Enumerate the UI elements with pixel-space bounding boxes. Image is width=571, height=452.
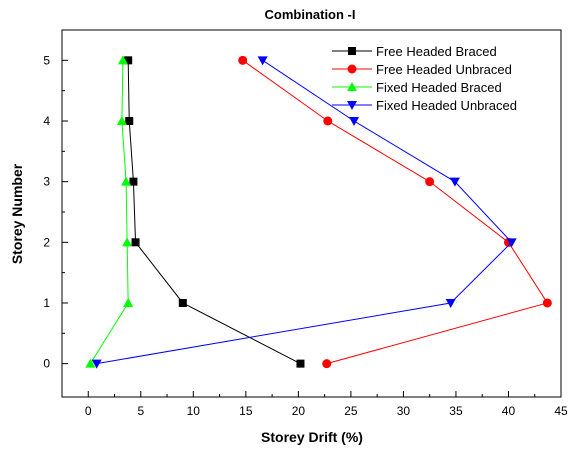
series-line-2 [89, 60, 129, 364]
y-tick-label-1: 1 [43, 296, 50, 310]
y-tick-label-2: 2 [43, 235, 50, 249]
series-3-point-3 [449, 177, 460, 187]
legend-marker-2 [347, 82, 357, 91]
series-1-point-0 [322, 359, 332, 369]
x-tick-label-5: 25 [344, 404, 358, 418]
plot-frame [61, 29, 562, 398]
series-2 [85, 55, 134, 368]
legend-item-0: Free Headed Braced [332, 44, 497, 59]
series-0-point-3 [129, 177, 138, 186]
series-2-point-0 [85, 358, 96, 368]
chart-title: Combination -I [265, 7, 356, 22]
y-tick-label-3: 3 [43, 175, 50, 189]
x-tick-label-9: 45 [554, 404, 568, 418]
x-axis: 0 5 10 15 20 25 30 35 40 45 [61, 391, 568, 418]
legend-item-3: Fixed Headed Unbraced [332, 98, 517, 113]
legend-label-1: Free Headed Unbraced [376, 62, 512, 77]
legend-label-0: Free Headed Braced [376, 44, 497, 59]
series-2-point-1 [123, 297, 134, 307]
series-0-point-1 [178, 298, 187, 307]
series-0-point-0 [296, 359, 305, 368]
legend-item-1: Free Headed Unbraced [332, 62, 512, 77]
x-tick-label-8: 40 [502, 404, 516, 418]
x-axis-label: Storey Drift (%) [261, 429, 363, 445]
series-2-point-3 [121, 176, 132, 186]
series-2-point-2 [122, 237, 133, 247]
series-line-3 [96, 59, 513, 365]
series-1-point-3 [425, 177, 435, 187]
legend-marker-0 [348, 47, 356, 55]
x-tick-label-7: 35 [449, 404, 463, 418]
series-3-point-5 [257, 56, 268, 66]
series-2-point-5 [117, 55, 128, 65]
series-3 [91, 56, 517, 369]
x-tick-label-3: 15 [239, 404, 253, 418]
series-1 [238, 55, 552, 369]
y-axis: 0 1 2 3 4 5 [43, 29, 68, 371]
series-1-point-1 [542, 298, 552, 308]
y-tick-label-5: 5 [43, 53, 50, 67]
legend-marker-1 [347, 64, 357, 74]
series-0 [124, 56, 305, 368]
series-3-point-2 [506, 238, 517, 248]
series-3-point-1 [445, 298, 456, 308]
legend-label-3: Fixed Headed Unbraced [376, 98, 517, 113]
series-0-point-2 [131, 238, 140, 247]
series-3-point-0 [91, 359, 102, 369]
series-line-1 [242, 59, 549, 365]
x-tick-label-1: 5 [137, 404, 144, 418]
series-0-point-4 [125, 116, 134, 125]
x-tick-label-2: 10 [187, 404, 201, 418]
series-2-point-4 [116, 115, 127, 125]
y-tick-label-0: 0 [43, 357, 50, 371]
series-3-point-4 [349, 116, 360, 126]
series-group [85, 55, 552, 369]
legend-marker-3 [347, 101, 357, 110]
x-tick-label-4: 20 [292, 404, 306, 418]
legend-item-2: Fixed Headed Braced [332, 80, 502, 95]
x-tick-label-0: 0 [85, 404, 92, 418]
series-line-0 [127, 60, 301, 365]
legend-label-2: Fixed Headed Braced [376, 80, 502, 95]
series-0-point-5 [124, 56, 133, 65]
series-1-point-5 [238, 55, 248, 65]
x-tick-label-6: 30 [397, 404, 411, 418]
y-axis-label: Storey Number [9, 163, 25, 264]
legend: Free Headed Braced Free Headed Unbraced Fi… [332, 44, 517, 113]
y-tick-label-4: 4 [43, 114, 50, 128]
series-1-point-4 [323, 116, 333, 126]
